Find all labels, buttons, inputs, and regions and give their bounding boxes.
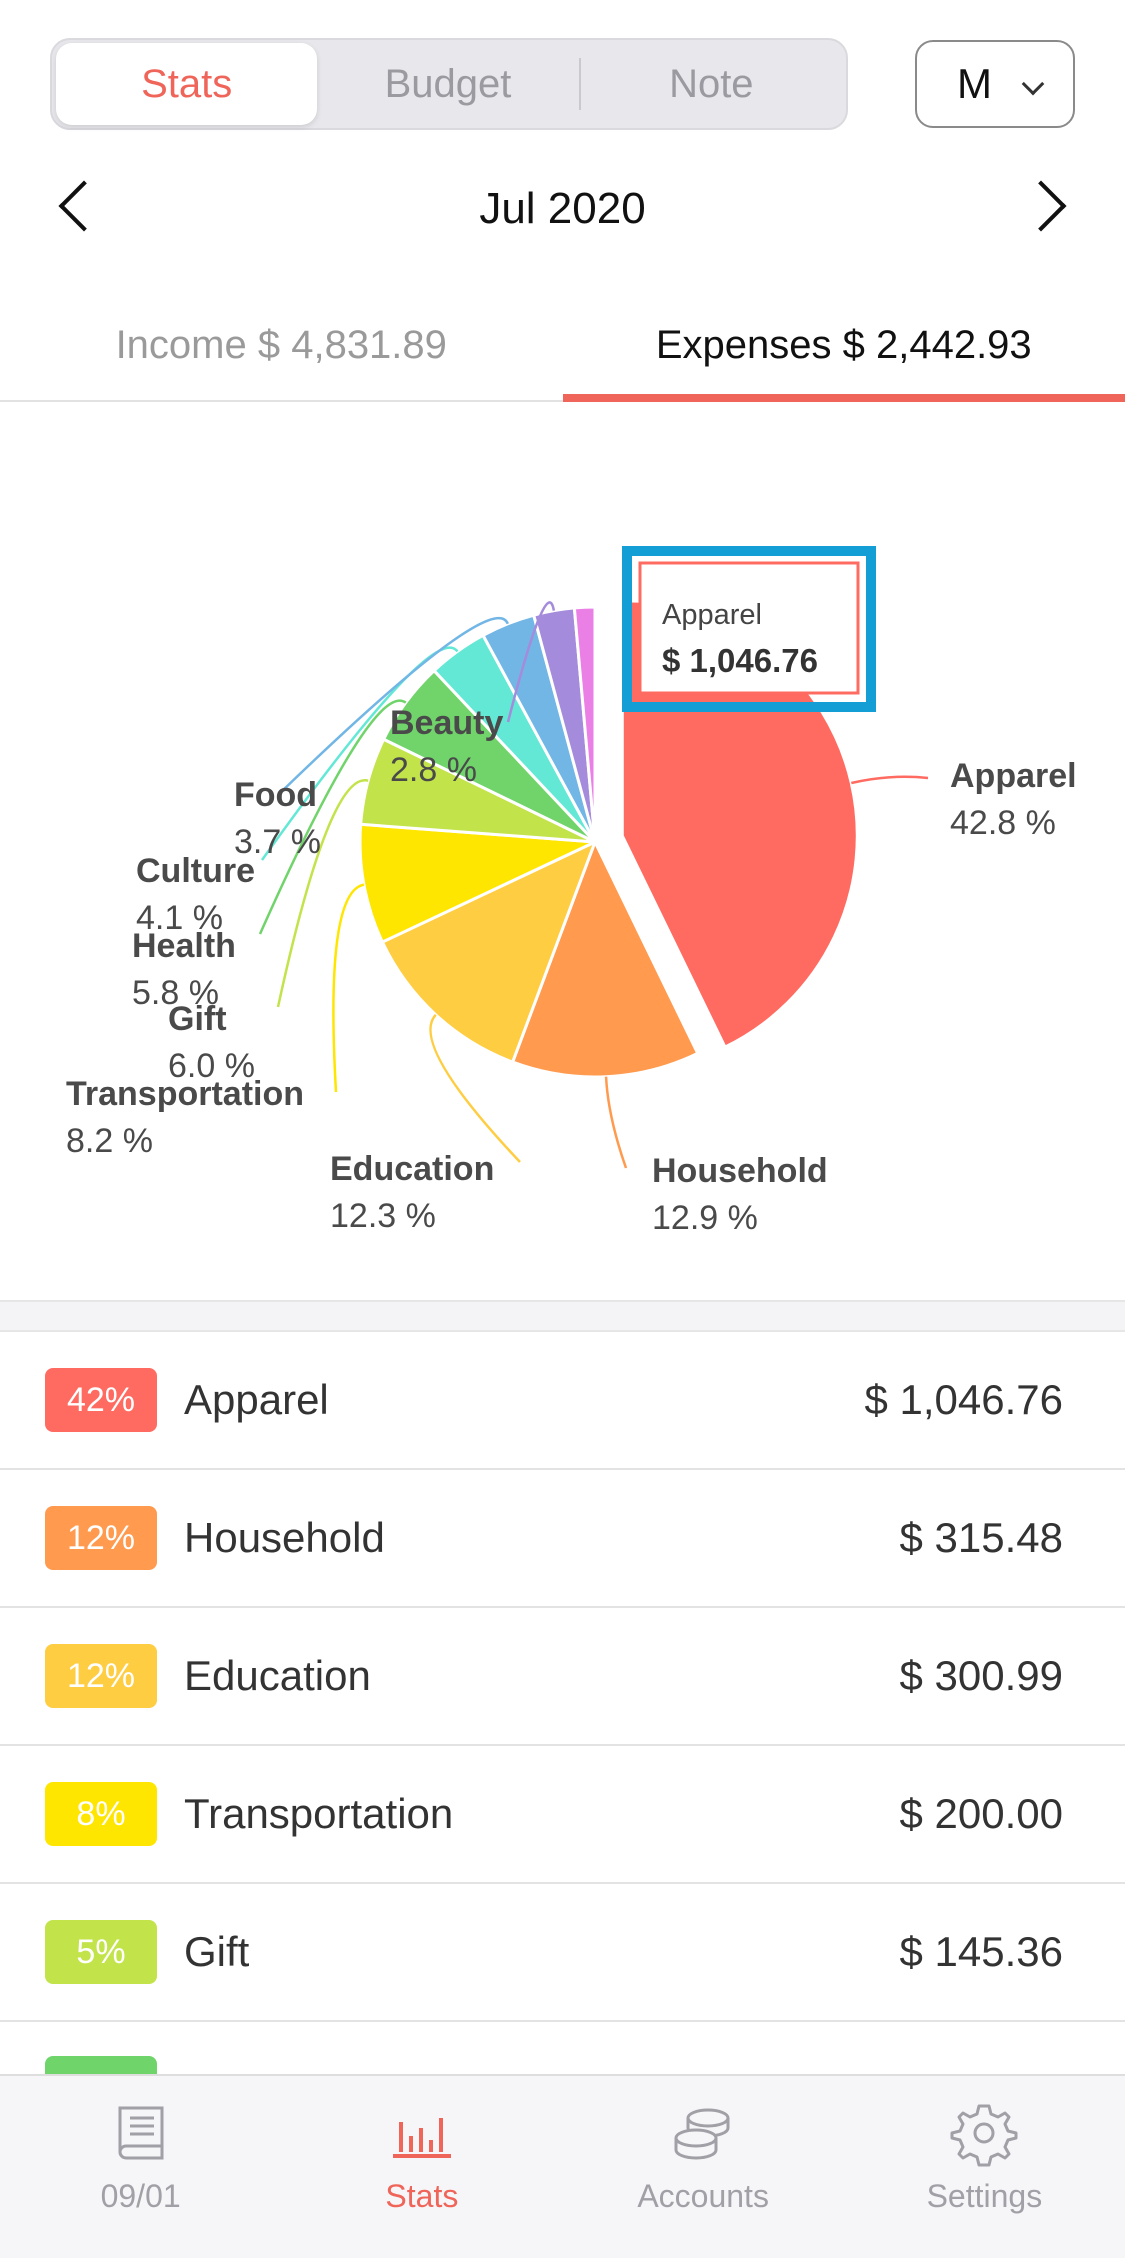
percent-badge: 42%	[45, 1368, 157, 1432]
slice-label: Health	[132, 927, 236, 965]
slice-percent-label: 3.7 %	[234, 823, 321, 861]
leader-line	[276, 779, 369, 1008]
slice-percent-label: 8.2 %	[66, 1122, 153, 1160]
slice-percent-label: 12.9 %	[652, 1199, 758, 1237]
category-name: Household	[184, 1514, 385, 1561]
slice-percent-label: 2.8 %	[390, 751, 477, 789]
bar-chart-icon	[392, 2118, 451, 2158]
tooltip-label: Apparel	[662, 599, 762, 631]
slice-label: Gift	[168, 1000, 227, 1038]
tab-label: Stats	[385, 2178, 459, 2214]
pie-slice-transportation[interactable]	[358, 822, 601, 945]
tab-settings[interactable]: Settings	[844, 2076, 1125, 2258]
tab-label: 09/01	[100, 2178, 181, 2214]
slice-percent-label: 6.0 %	[168, 1047, 255, 1085]
book-icon	[118, 2106, 164, 2160]
slice-tooltip: Apparel $ 1,046.76	[622, 546, 876, 712]
pie-slice-education[interactable]	[380, 839, 598, 1065]
category-amount: $ 145.36	[899, 1928, 1064, 1975]
month-label: Jul 2020	[479, 184, 646, 233]
category-list: 42% Apparel $ 1,046.76 12% Household $ 3…	[0, 1332, 1125, 2022]
percent-badge: 12%	[45, 1506, 157, 1570]
gear-icon	[950, 2104, 1018, 2167]
slice-label: Culture	[136, 852, 255, 890]
category-amount: $ 300.99	[899, 1652, 1064, 1699]
period-dropdown[interactable]: M	[915, 40, 1075, 128]
view-segmented-control: Stats Budget Note	[50, 38, 848, 130]
category-name: Apparel	[184, 1376, 329, 1423]
section-separator	[0, 1300, 1125, 1332]
category-amount: $ 1,046.76	[864, 1376, 1063, 1423]
leader-line	[258, 699, 407, 935]
slice-percent-label: 4.1 %	[136, 899, 223, 937]
tab-note[interactable]: Note	[669, 61, 754, 106]
category-name: Education	[184, 1652, 371, 1699]
slice-percent-label: 12.3 %	[330, 1197, 436, 1235]
tab-daily[interactable]: 09/01	[0, 2076, 281, 2258]
pie-chart-svg: Apparel 42.8 % Household 12.9 % Education 12.…	[66, 546, 1077, 1237]
tab-label: Settings	[926, 2178, 1043, 2214]
category-amount: $ 315.48	[899, 1514, 1064, 1561]
percent-badge: 12%	[45, 1644, 157, 1708]
pie-slice-other[interactable]	[572, 605, 597, 843]
slice-label: Transportation	[66, 1075, 304, 1113]
slice-label: Beauty	[390, 704, 503, 742]
period-dropdown-value: M	[957, 60, 992, 107]
list-item[interactable]: 42% Apparel $ 1,046.76	[0, 1332, 1125, 1470]
tab-stats[interactable]: Stats	[56, 43, 318, 125]
tab-label: Accounts	[637, 2178, 769, 2214]
summary-tabs: Income $ 4,831.89 Expenses $ 2,442.93	[0, 290, 1125, 402]
month-navigation: Jul 2020	[0, 170, 1125, 250]
category-name: Gift	[184, 1928, 250, 1975]
list-item[interactable]: 12% Education $ 300.99	[0, 1608, 1125, 1746]
leader-line	[332, 883, 365, 1093]
slice-percent-label: 5.8 %	[132, 974, 219, 1012]
list-item[interactable]: 8% Transportation $ 200.00	[0, 1746, 1125, 1884]
leader-line	[506, 601, 556, 723]
expenses-tab[interactable]: Expenses $ 2,442.93	[562, 290, 1125, 402]
tab-accounts[interactable]: Accounts	[563, 2076, 844, 2258]
leader-line	[429, 1013, 521, 1163]
slice-label: Food	[234, 776, 317, 814]
leader-line	[277, 616, 509, 796]
leader-line	[260, 646, 459, 861]
tooltip-value: $ 1,046.76	[662, 642, 818, 679]
segment-divider	[578, 58, 581, 110]
slice-label: Apparel	[950, 757, 1077, 795]
leader-line	[851, 775, 929, 785]
leader-line	[604, 1076, 628, 1169]
list-item[interactable]: 5% Gift $ 145.36	[0, 1884, 1125, 2022]
income-tab[interactable]: Income $ 4,831.89	[115, 322, 447, 367]
tab-stats-bottom[interactable]: Stats	[281, 2076, 562, 2258]
percent-badge: 5%	[45, 1920, 157, 1984]
expense-pie-chart: Apparel 42.8 % Household 12.9 % Education 12.…	[0, 402, 1125, 1300]
list-item[interactable]: 12% Household $ 315.48	[0, 1470, 1125, 1608]
chevron-down-icon	[1021, 72, 1045, 96]
slice-label: Education	[330, 1150, 494, 1188]
percent-badge: 8%	[45, 1782, 157, 1846]
category-amount: $ 200.00	[899, 1790, 1064, 1837]
pie-slice-household[interactable]	[510, 838, 700, 1079]
coins-icon	[674, 2108, 730, 2160]
slice-percent-label: 42.8 %	[950, 804, 1056, 842]
slice-label: Household	[652, 1152, 828, 1190]
category-name: Transportation	[184, 1790, 454, 1837]
tab-budget[interactable]: Budget	[384, 61, 512, 106]
bottom-tab-bar: 09/01 Stats Accounts Settings	[0, 2074, 1125, 2258]
